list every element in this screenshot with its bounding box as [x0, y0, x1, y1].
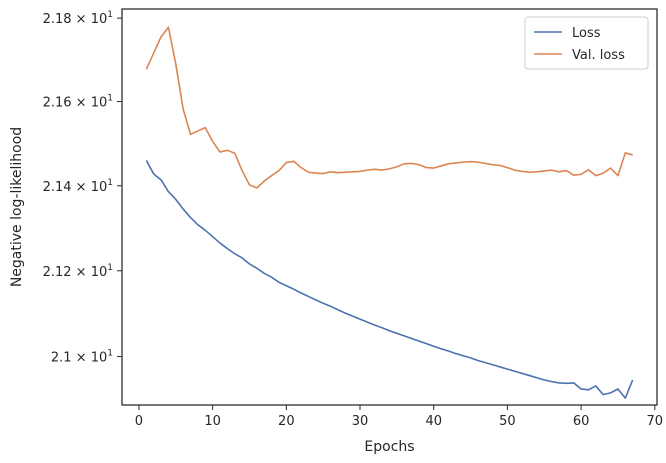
series-layer: [145, 26, 634, 399]
y-tick-label: 2.1 × 101: [51, 349, 113, 366]
x-tick-label: 50: [499, 414, 516, 429]
plot-frame: [121, 8, 658, 406]
x-tick-label: 0: [135, 414, 143, 429]
x-tick-label: 60: [573, 414, 590, 429]
legend-box: [524, 16, 649, 70]
legend-label: Loss: [572, 26, 601, 41]
x-axis-label: Epochs: [364, 439, 414, 455]
series-line-2: [145, 26, 633, 189]
x-tick-label: 40: [425, 414, 442, 429]
x-tick-label: 10: [204, 414, 221, 429]
series-line-1: [145, 160, 634, 399]
y-tick-label: 2.14 × 101: [43, 178, 113, 195]
y-tick-label: 2.16 × 101: [43, 94, 113, 111]
y-tick-label: 2.12 × 101: [43, 263, 113, 280]
legend-label: Val. loss: [572, 48, 625, 63]
y-axis-label: Negative log-likelihood: [9, 127, 25, 287]
x-axis-ticks: 0 10 20 30 40 50 60 70: [135, 405, 663, 429]
x-tick-label: 20: [278, 414, 295, 429]
y-tick-label: 2.18 × 101: [43, 10, 113, 27]
x-tick-label: 30: [352, 414, 369, 429]
legend: Loss Val. loss: [524, 16, 649, 70]
y-axis-ticks: 2.1 × 101 2.12 × 101 2.14 × 101 2.16 × 101 2…: [43, 10, 122, 366]
x-tick-label: 70: [647, 414, 664, 429]
